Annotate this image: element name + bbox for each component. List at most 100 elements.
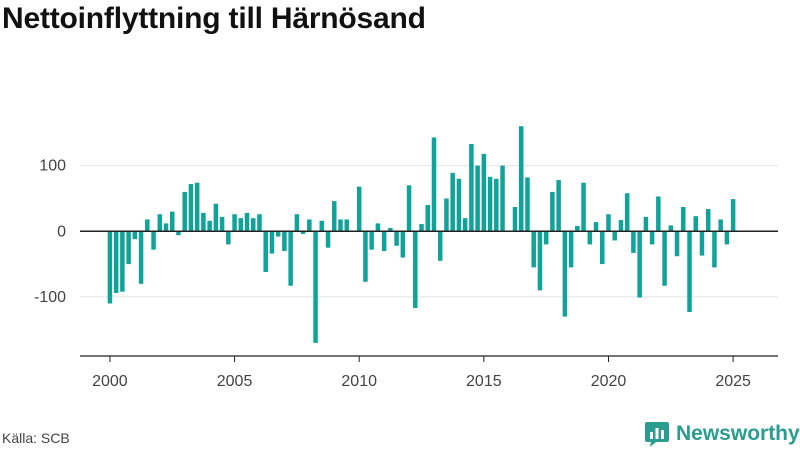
bar (169, 211, 175, 232)
bar (600, 231, 605, 265)
bar (444, 198, 449, 232)
bar (113, 231, 119, 293)
bars (107, 126, 736, 343)
bar (400, 231, 406, 258)
bar (456, 178, 462, 232)
bar (107, 231, 113, 304)
bar (550, 191, 555, 232)
bar (406, 185, 412, 232)
bar (556, 180, 561, 232)
bar (332, 201, 337, 232)
bar (226, 231, 231, 245)
y-tick-label: 0 (57, 223, 66, 240)
bar (307, 219, 312, 232)
source-note: Källa: SCB (2, 430, 70, 446)
bar (624, 193, 630, 232)
bar (313, 231, 318, 343)
bar (705, 208, 711, 232)
bar (188, 184, 194, 232)
bar (730, 199, 736, 232)
bar (612, 231, 617, 241)
bar (481, 153, 487, 232)
bar (325, 231, 331, 248)
bar (724, 231, 730, 245)
bar (319, 220, 325, 232)
x-tick-label: 2005 (217, 373, 253, 390)
bar (201, 212, 206, 232)
bar (251, 218, 256, 232)
bar (388, 228, 393, 232)
brand-logo[interactable]: Newsworthy (644, 420, 800, 448)
bar (356, 186, 362, 232)
grid-lines (80, 165, 778, 298)
bar (581, 182, 586, 232)
bar (674, 231, 680, 257)
x-tick-label: 2020 (591, 373, 627, 390)
bar (693, 216, 698, 232)
bar (712, 231, 717, 268)
bar (425, 205, 430, 232)
bar (518, 126, 524, 232)
bar (375, 223, 381, 232)
bar (238, 218, 244, 232)
x-tick-label: 2025 (715, 373, 751, 390)
y-tick-label: 100 (39, 158, 66, 175)
bar (469, 143, 474, 232)
bar (182, 191, 187, 232)
bar (157, 214, 163, 232)
bar (394, 231, 399, 246)
bar (699, 231, 705, 256)
x-tick-label: 2015 (466, 373, 502, 390)
bar (606, 214, 611, 232)
chart-title: Nettoinflyttning till Härnösand (2, 2, 426, 35)
bar (344, 219, 349, 232)
bar (487, 176, 493, 232)
bar (207, 220, 212, 232)
newsworthy-logo-icon (645, 422, 669, 447)
bar (288, 231, 293, 286)
bar (562, 231, 568, 317)
bar (643, 216, 649, 232)
brand-name: Newsworthy (676, 422, 800, 445)
bar (257, 214, 262, 232)
bar (413, 231, 418, 309)
bar (568, 231, 574, 268)
bar (120, 231, 125, 292)
bar (437, 231, 443, 261)
bar (194, 182, 200, 232)
bar (363, 231, 368, 282)
bar (419, 224, 424, 232)
bar (649, 231, 655, 245)
bar (338, 219, 343, 232)
bar (176, 231, 181, 236)
bar (269, 231, 275, 254)
bar (275, 231, 281, 237)
y-tick-label: -100 (34, 289, 66, 306)
y-axis-ticks: -100 0 100 (34, 158, 66, 306)
bar (500, 165, 505, 232)
x-tick-label: 2010 (341, 373, 377, 390)
x-axis-ticks: 2000 2005 2010 2015 2020 2025 (92, 356, 751, 390)
bar (151, 231, 156, 250)
bar (126, 231, 131, 265)
bar (662, 231, 667, 286)
bar (593, 222, 599, 232)
bar (687, 231, 692, 313)
bar (494, 178, 499, 232)
bar (450, 172, 455, 232)
bar (431, 137, 437, 232)
bar (587, 231, 593, 245)
bar (138, 231, 144, 284)
bar (668, 225, 674, 232)
bar (575, 226, 580, 232)
bar (263, 231, 268, 272)
bar (525, 177, 530, 232)
bar (294, 214, 300, 232)
bar (631, 231, 636, 253)
bar (543, 231, 549, 245)
bar (537, 231, 543, 291)
bar (145, 219, 150, 232)
bar (718, 219, 723, 232)
bar (300, 231, 306, 234)
